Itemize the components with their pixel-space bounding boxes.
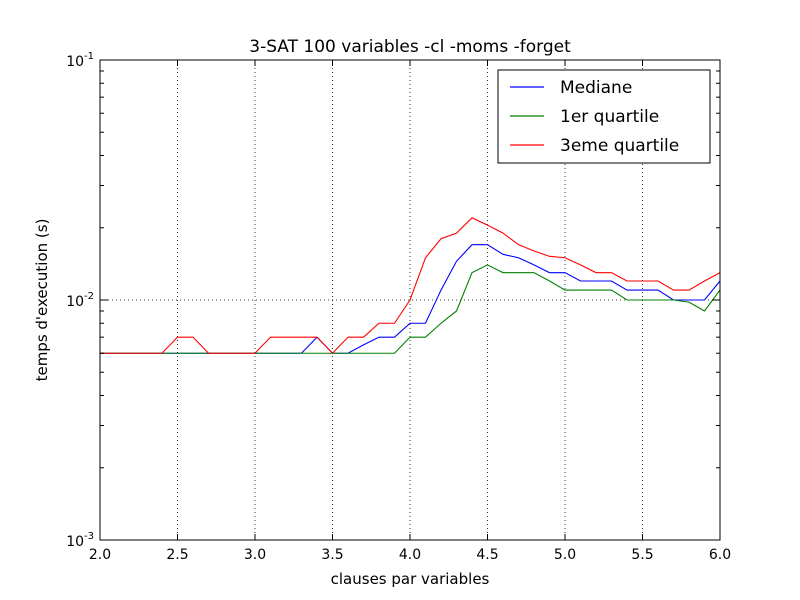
grid	[100, 60, 720, 540]
legend-label: Mediane	[560, 78, 632, 98]
x-tick-label: 3.0	[244, 547, 266, 563]
chart-title: 3-SAT 100 variables -cl -moms -forget	[249, 37, 571, 57]
y-tick-label: 10-3	[66, 531, 94, 550]
x-tick-label: 3.5	[321, 547, 343, 563]
series-lines	[100, 217, 721, 355]
x-tick-label: 5.5	[631, 547, 653, 563]
legend-label: 1er quartile	[560, 107, 659, 127]
x-tick-label: 5.0	[554, 547, 576, 563]
legend-label: 3eme quartile	[560, 136, 679, 156]
series-line-2	[100, 264, 721, 354]
x-tick-label: 2.5	[166, 547, 188, 563]
x-tick-label: 2.0	[89, 547, 111, 563]
x-tick-label: 4.5	[476, 547, 498, 563]
y-tick-label: 10-2	[66, 291, 94, 310]
y-axis-label: temps d'execution (s)	[33, 219, 51, 382]
x-tick-label: 4.0	[399, 547, 421, 563]
x-tick-label: 6.0	[709, 547, 731, 563]
y-tick-label: 10-1	[66, 51, 94, 70]
series-line-3	[100, 217, 721, 355]
x-axis-label: clauses par variables	[331, 570, 490, 588]
legend: Mediane 1er quartile 3eme quartile	[497, 69, 711, 164]
ticks: 2.0 2.5 3.0 3.5 4.0 4.5 5.0 5.5 6.0 10-3 10-2 10-1	[66, 51, 731, 563]
